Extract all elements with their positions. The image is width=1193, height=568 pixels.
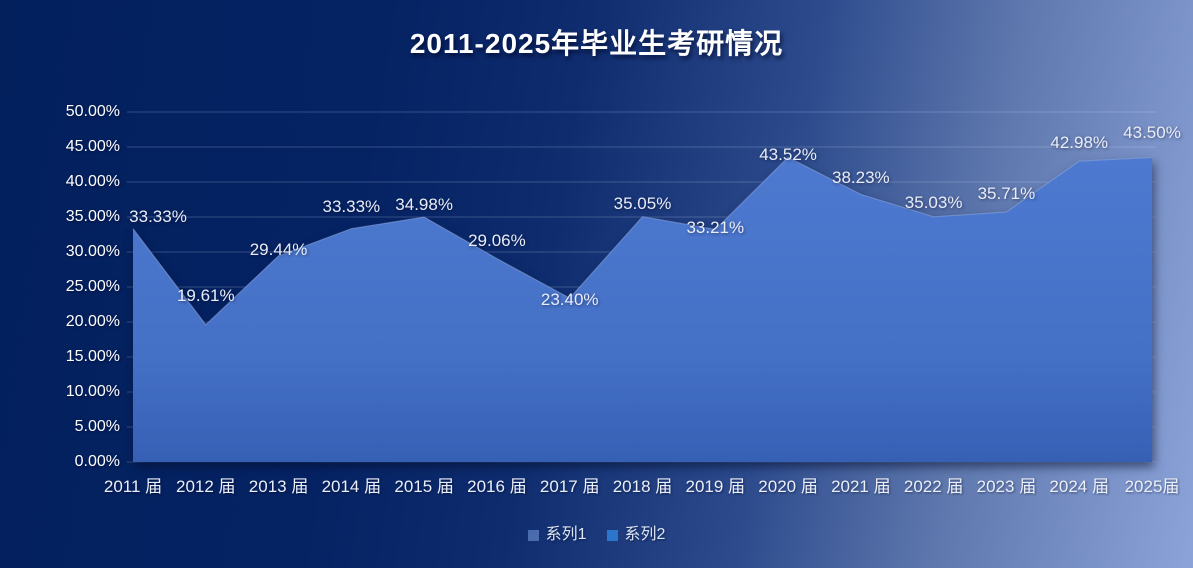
data-label: 38.23% bbox=[832, 168, 890, 188]
data-label: 23.40% bbox=[540, 290, 599, 310]
x-axis-label: 2023 届 bbox=[976, 477, 1037, 496]
x-axis-label: 2022 届 bbox=[903, 477, 964, 496]
x-axis-label: 2011 届 bbox=[103, 477, 163, 496]
y-axis-label: 20.00% bbox=[65, 313, 120, 330]
series1-edge-line bbox=[132, 156, 1153, 326]
x-axis-label: 2021 届 bbox=[831, 477, 891, 496]
x-axis-label: 2014 届 bbox=[321, 477, 382, 496]
x-axis-label: 2012 届 bbox=[176, 477, 236, 496]
y-axis-label: 45.00% bbox=[65, 138, 120, 155]
data-label: 43.50% bbox=[1123, 122, 1181, 142]
legend: 系列1 系列2 bbox=[0, 526, 1193, 544]
y-axis-label: 30.00% bbox=[65, 243, 120, 260]
legend-label: 系列2 bbox=[624, 526, 666, 543]
x-axis-label: 2024 届 bbox=[1049, 477, 1109, 496]
data-label: 34.98% bbox=[395, 195, 453, 215]
y-axis-label: 5.00% bbox=[74, 418, 120, 435]
x-axis-label: 2019 届 bbox=[685, 477, 746, 496]
series1-area[interactable] bbox=[133, 157, 1152, 462]
y-axis-label: 50.00% bbox=[65, 103, 120, 120]
y-axis-label: 35.00% bbox=[65, 208, 120, 225]
data-label: 43.52% bbox=[759, 145, 817, 165]
y-axis-label: 0.00% bbox=[74, 453, 120, 470]
legend-swatch-icon bbox=[606, 529, 618, 541]
y-axis-label: 40.00% bbox=[65, 173, 120, 190]
x-axis-label: 2020 届 bbox=[758, 477, 818, 496]
legend-label: 系列1 bbox=[545, 526, 587, 543]
data-label: 42.98% bbox=[1050, 133, 1109, 153]
x-axis-label: 2025届 bbox=[1124, 477, 1180, 496]
legend-item-series1[interactable]: 系列1 bbox=[527, 526, 587, 544]
x-axis-label: 2015 届 bbox=[394, 477, 454, 496]
area-series[interactable] bbox=[132, 156, 1153, 462]
data-label: 35.03% bbox=[904, 192, 963, 212]
data-label: 19.61% bbox=[176, 285, 235, 305]
x-axis-label: 2016 届 bbox=[467, 477, 527, 496]
x-axis-label: 2013 届 bbox=[248, 477, 309, 496]
data-label: 35.71% bbox=[977, 184, 1036, 204]
legend-swatch-icon bbox=[527, 529, 539, 541]
data-label: 33.21% bbox=[686, 217, 745, 237]
x-axis-label: 2017 届 bbox=[539, 477, 600, 496]
data-label: 33.33% bbox=[129, 206, 187, 226]
legend-item-series2[interactable]: 系列2 bbox=[606, 526, 666, 544]
chart-title: 2011-2025年毕业生考研情况 bbox=[409, 28, 784, 59]
y-axis-label: 25.00% bbox=[65, 278, 120, 295]
x-axis-label: 2018 届 bbox=[612, 477, 673, 496]
data-label: 29.06% bbox=[468, 230, 526, 250]
data-label: 35.05% bbox=[613, 193, 672, 213]
data-label: 29.44% bbox=[249, 239, 308, 259]
y-axis-label: 10.00% bbox=[65, 383, 120, 400]
y-axis-label: 15.00% bbox=[65, 348, 120, 365]
data-label: 33.33% bbox=[322, 196, 381, 216]
